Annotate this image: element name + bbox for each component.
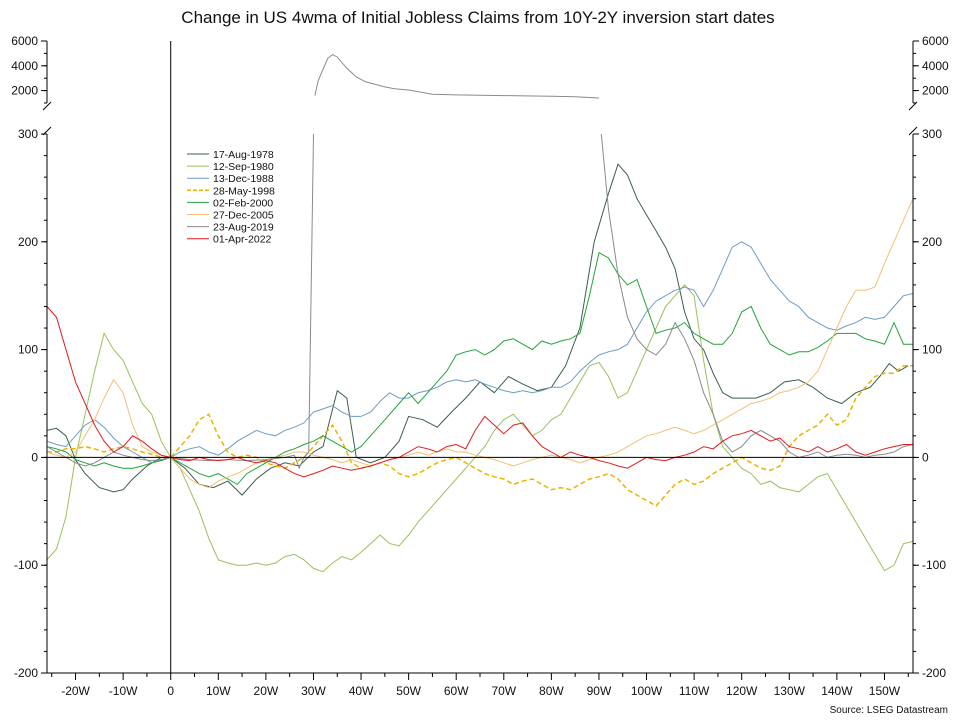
x-tick-label: 100W (631, 684, 663, 698)
y-tick-label-right: 200 (922, 235, 942, 249)
x-tick-label: 60W (444, 684, 469, 698)
x-tick-label: 130W (774, 684, 806, 698)
x-tick-label: -20W (61, 684, 90, 698)
x-tick-label: 140W (821, 684, 853, 698)
y-tick-label-left: 200 (18, 235, 38, 249)
upper-y-tick-label-left: 4000 (11, 59, 38, 73)
upper-panel (314, 54, 600, 99)
x-tick-label: 20W (254, 684, 279, 698)
series-line (47, 163, 909, 496)
legend-label: 27-Dec-2005 (213, 210, 274, 222)
x-tick-label: 0 (167, 684, 174, 698)
series-line (47, 284, 913, 573)
series-line (47, 365, 913, 507)
upper-y-tick-label-right: 6000 (922, 34, 949, 48)
legend-label: 13-Dec-1988 (213, 173, 274, 185)
main-panel (47, 134, 913, 573)
legend-label: 17-Aug-1978 (213, 149, 274, 161)
x-tick-label: 40W (349, 684, 374, 698)
legend-label: 02-Feb-2000 (213, 197, 273, 209)
axis-break-mark (42, 101, 52, 111)
legend-label: 28-May-1998 (213, 185, 275, 197)
legend-label: 23-Aug-2019 (213, 222, 274, 234)
series-line (47, 251, 913, 486)
x-tick-label: 80W (539, 684, 564, 698)
legend-label: 01-Apr-2022 (213, 234, 272, 246)
x-tick-label: 90W (587, 684, 612, 698)
x-tick-label: 50W (396, 684, 421, 698)
y-tick-label-left: -200 (14, 666, 38, 680)
series-line (47, 134, 315, 470)
series-line (47, 241, 913, 464)
y-tick-label-right: 0 (922, 450, 929, 464)
x-tick-label: 150W (869, 684, 901, 698)
series-line (47, 306, 913, 478)
y-tick-label-right: -200 (922, 666, 946, 680)
x-tick-label: 10W (206, 684, 231, 698)
series-line-upper (314, 54, 600, 99)
x-tick-label: 110W (679, 684, 710, 698)
y-tick-label-right: 300 (922, 127, 942, 141)
axes: -200 -200 -100 -100 0 0 100 100 200 200 300 300 2000… (11, 34, 949, 698)
y-tick-label-left: 100 (18, 343, 38, 357)
x-tick-label: 30W (301, 684, 326, 698)
y-tick-label-right: 100 (922, 343, 942, 357)
upper-y-tick-label-right: 4000 (922, 59, 949, 73)
upper-y-tick-label-right: 2000 (922, 84, 949, 98)
legend: 17-Aug-197812-Sep-198013-Dec-198828-May-… (187, 149, 275, 246)
series-line (47, 198, 913, 489)
upper-y-tick-label-left: 6000 (11, 34, 38, 48)
y-tick-label-right: -100 (922, 558, 946, 572)
y-tick-label-left: -100 (14, 558, 38, 572)
source-note: Source: LSEG Datastream (830, 705, 948, 716)
y-tick-label-left: 300 (18, 127, 38, 141)
x-tick-label: 70W (491, 684, 516, 698)
legend-label: 12-Sep-1980 (213, 161, 274, 173)
axis-break-mark (908, 126, 918, 136)
x-tick-label: 120W (726, 684, 758, 698)
upper-y-tick-label-left: 2000 (11, 84, 38, 98)
series-line (600, 134, 913, 458)
x-tick-label: -10W (109, 684, 138, 698)
chart-title: Change in US 4wma of Initial Jobless Cla… (181, 8, 774, 27)
y-tick-label-left: 0 (31, 450, 38, 464)
